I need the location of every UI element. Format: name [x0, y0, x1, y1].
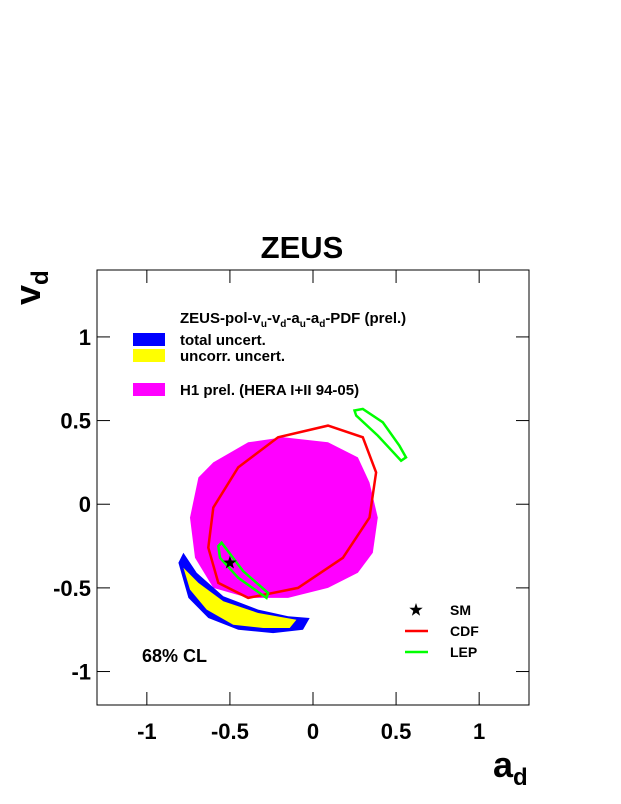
x-axis-label-sub: d	[513, 764, 528, 791]
x-axis-label-main: a	[493, 744, 514, 785]
legend-title-part: d	[280, 319, 286, 330]
legend-swatch	[133, 349, 165, 362]
y-tick-label: -1	[71, 660, 91, 685]
chart-title: ZEUS	[261, 230, 344, 265]
y-axis-label: vd	[7, 270, 54, 305]
legend-label: total uncert.	[180, 332, 266, 349]
legend-title-part: d	[319, 319, 325, 330]
x-tick-label: 1	[473, 719, 485, 744]
x-tick-label: 0	[307, 719, 319, 744]
legend-title-part: -v	[267, 310, 281, 327]
legend-label: SM	[450, 602, 471, 618]
region	[178, 552, 310, 634]
y-tick-label: -0.5	[53, 576, 91, 601]
legend-label: uncorr. uncert.	[180, 348, 285, 365]
y-tick-label: 1	[79, 325, 91, 350]
region	[183, 567, 297, 628]
legend-label: LEP	[450, 644, 477, 660]
y-tick-label: 0.5	[60, 409, 91, 434]
legend-label: CDF	[450, 623, 479, 639]
y-axis-label-main: v	[7, 285, 48, 305]
contour-line	[207, 424, 378, 600]
legend-title-part: u	[261, 319, 267, 330]
x-tick-label: -0.5	[211, 719, 249, 744]
legend-title-part: ZEUS-pol-v	[180, 310, 261, 327]
x-tick-label: 0.5	[381, 719, 412, 744]
legend-title: ZEUS-pol-vu-vd-au-ad-PDF (prel.)	[180, 310, 406, 330]
region	[190, 437, 378, 598]
annotation: 68% CL	[142, 646, 207, 666]
y-tick-label: 0	[79, 492, 91, 517]
x-tick-label: -1	[137, 719, 157, 744]
legend-swatch	[133, 383, 165, 396]
star-marker	[223, 555, 237, 569]
legend-title-part: -a	[286, 310, 300, 327]
legend-title-part: u	[300, 319, 306, 330]
legend-star	[409, 603, 423, 616]
legend-title-part: -a	[306, 310, 320, 327]
y-axis-label-sub: d	[27, 270, 54, 285]
legend-swatch	[133, 333, 165, 346]
legend-title-part: -PDF (prel.)	[325, 310, 406, 327]
contour-line	[216, 407, 408, 600]
x-axis-label: ad	[493, 744, 528, 791]
legend-label: H1 prel. (HERA I+II 94-05)	[180, 382, 359, 399]
